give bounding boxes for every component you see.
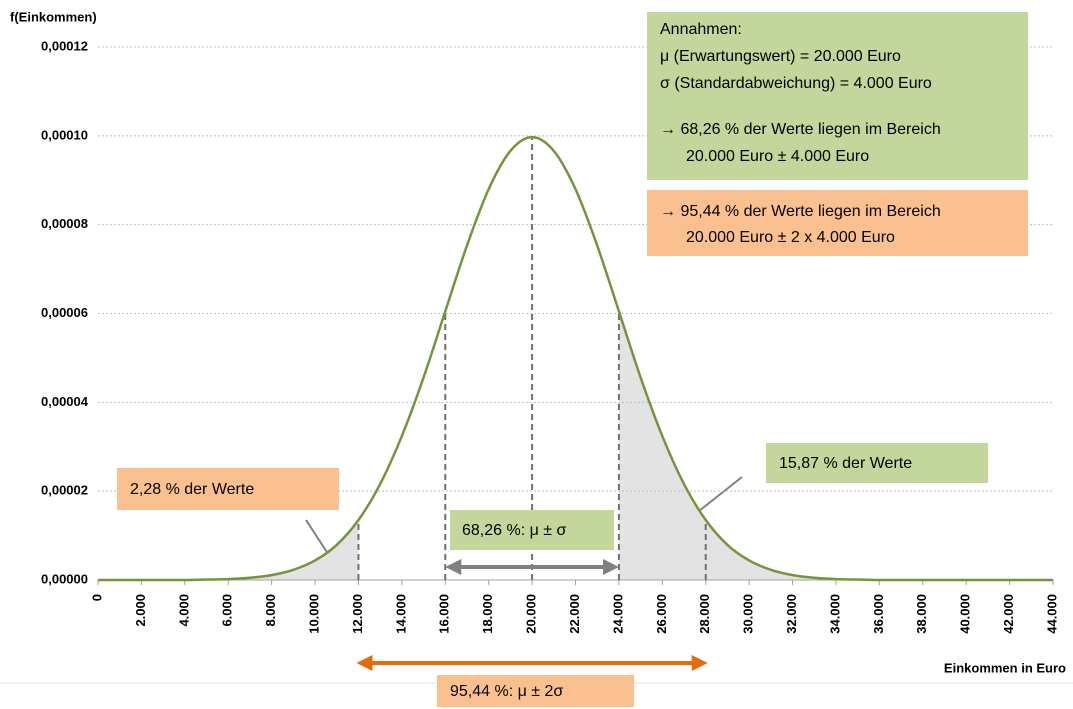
shaded-area — [618, 311, 1053, 580]
annotation-text: 95,44 %: μ ± 2σ — [450, 683, 563, 700]
x-tick-label: 0 — [89, 594, 104, 601]
annotation-text: 20.000 Euro ± 2 x 4.000 Euro — [686, 229, 895, 246]
annotation-text: 2,28 % der Werte — [130, 481, 254, 498]
x-tick-label: 26.000 — [654, 594, 669, 634]
annotation-box — [450, 510, 614, 550]
x-tick-label: 6.000 — [220, 594, 235, 627]
y-axis-label: f(Einkommen) — [10, 9, 97, 24]
x-tick-label: 4.000 — [176, 594, 191, 627]
x-tick-label: 10.000 — [306, 594, 321, 634]
x-tick-label: 24.000 — [610, 594, 625, 634]
annotation-box — [437, 675, 634, 707]
y-tick-label: 0,00008 — [41, 216, 88, 231]
x-tick-label: 32.000 — [784, 594, 799, 634]
annotation-text: σ (Standardabweichung) = 4.000 Euro — [660, 75, 932, 92]
annotation-text: Annahmen: — [660, 21, 742, 38]
x-tick-label: 28.000 — [697, 594, 712, 634]
x-tick-label: 20.000 — [524, 594, 539, 634]
x-tick-label: 18.000 — [480, 594, 495, 634]
density-curve — [98, 135, 1053, 582]
annotation-text: 20.000 Euro ± 4.000 Euro — [686, 148, 869, 165]
x-tick-label: 34.000 — [827, 594, 842, 634]
x-tick-label: 16.000 — [437, 594, 452, 634]
x-tick-label: 42.000 — [1001, 594, 1016, 634]
annotation-text: → 95,44 % der Werte liegen im Bereich — [660, 203, 941, 220]
x-tick-label: 2.000 — [133, 594, 148, 627]
y-tick-label: 0,00006 — [41, 305, 88, 320]
x-axis-label: Einkommen in Euro — [944, 660, 1066, 675]
annotation-box — [647, 190, 1028, 256]
x-tick-label: 12.000 — [350, 594, 365, 634]
x-tick-label: 8.000 — [263, 594, 278, 627]
annotation-box — [766, 443, 988, 483]
y-tick-label: 0,00010 — [41, 127, 88, 142]
x-tick-label: 14.000 — [393, 594, 408, 634]
y-tick-label: 0,00002 — [41, 483, 88, 498]
annotation-text: 68,26 %: μ ± σ — [462, 522, 566, 539]
x-tick-label: 22.000 — [567, 594, 582, 634]
x-tick-label: 30.000 — [741, 594, 756, 634]
shaded-area — [98, 520, 359, 580]
annotation-text: 15,87 % der Werte — [779, 455, 912, 472]
y-tick-label: 0,00012 — [41, 38, 88, 53]
y-tick-label: 0,00004 — [41, 394, 89, 409]
x-tick-label: 44.000 — [1044, 594, 1059, 634]
annotation-text: μ (Erwartungswert) = 20.000 Euro — [660, 48, 901, 65]
annotation-box — [647, 12, 1028, 180]
x-tick-label: 38.000 — [914, 594, 929, 634]
annotation-text: → 68,26 % der Werte liegen im Bereich — [660, 121, 941, 138]
x-tick-label: 36.000 — [871, 594, 886, 634]
x-tick-label: 40.000 — [958, 594, 973, 634]
y-tick-label: 0,00000 — [41, 571, 88, 586]
annotation-box — [117, 468, 339, 510]
